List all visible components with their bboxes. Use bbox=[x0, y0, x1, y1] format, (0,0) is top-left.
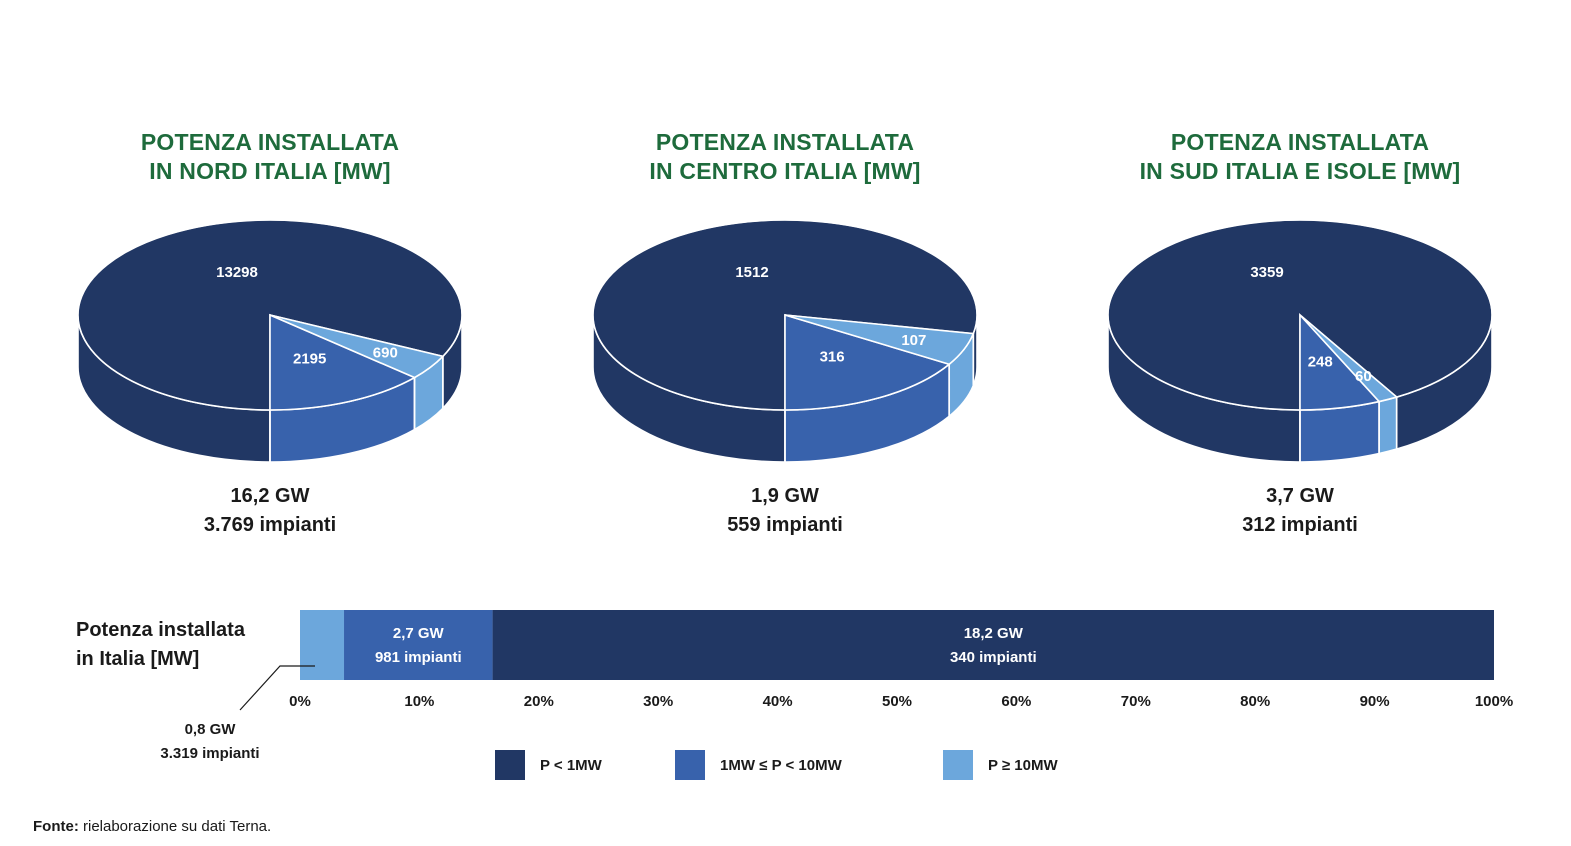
bar-segment-impianti-label: 981 impianti bbox=[375, 649, 462, 666]
legend-label: 1MW ≤ P < 10MW bbox=[720, 756, 842, 774]
pie-graphic: 13298 2195 690 bbox=[77, 219, 463, 463]
source-note: Fonte: rielaborazione su dati Terna. bbox=[33, 818, 271, 835]
x-tick-label: 60% bbox=[1001, 693, 1031, 710]
pie-total: 3,7 GW 312 impianti bbox=[1050, 482, 1550, 540]
bar-segment-medium-plants bbox=[344, 610, 493, 680]
x-tick-label: 70% bbox=[1121, 693, 1151, 710]
x-tick-label: 90% bbox=[1360, 693, 1390, 710]
pie-slice-label: 2195 bbox=[293, 350, 326, 367]
stacked-bar-chart: 2,7 GW 981 impianti 18,2 GW 340 impianti 0% 1… bbox=[239, 610, 1513, 711]
x-tick-label: 30% bbox=[643, 693, 673, 710]
pie-slice-label: 1512 bbox=[735, 264, 768, 281]
pie-rim bbox=[1107, 219, 1493, 411]
pie-title: POTENZA INSTALLATA IN NORD ITALIA [MW] bbox=[20, 128, 520, 186]
pie-total: 16,2 GW 3.769 impianti bbox=[20, 482, 520, 540]
pie-graphic: 3359 248 60 bbox=[1107, 219, 1493, 463]
bar-title-line-1: Potenza installata bbox=[76, 619, 245, 641]
bar-segment-small-plants bbox=[492, 610, 1494, 680]
pie-title-line-2: IN CENTRO ITALIA [MW] bbox=[649, 158, 921, 184]
legend-swatch bbox=[943, 750, 973, 780]
pie-slice-label: 3359 bbox=[1250, 264, 1283, 281]
bar-segment-large-plants bbox=[300, 610, 345, 680]
bar-segment-impianti-label: 340 impianti bbox=[950, 649, 1037, 666]
source-label: Fonte: bbox=[33, 818, 79, 835]
pie-total-impianti: 312 impianti bbox=[1242, 514, 1358, 536]
x-tick-label: 40% bbox=[763, 693, 793, 710]
pie-graphic: 1512 316 107 bbox=[592, 219, 978, 463]
small-segment-callout: 0,8 GW 3.319 impianti bbox=[120, 718, 300, 766]
pie-slice-label: 690 bbox=[373, 345, 398, 362]
pie-total-impianti: 559 impianti bbox=[727, 514, 843, 536]
bar-title-line-2: in Italia [MW] bbox=[76, 648, 200, 670]
pie-title-line-2: IN NORD ITALIA [MW] bbox=[149, 158, 391, 184]
pie-slice-label: 107 bbox=[901, 332, 926, 349]
pie-rim bbox=[592, 219, 978, 411]
legend-label: P ≥ 10MW bbox=[988, 756, 1058, 774]
pie-total-gw: 1,9 GW bbox=[751, 485, 819, 507]
pie-title: POTENZA INSTALLATA IN SUD ITALIA E ISOLE… bbox=[1050, 128, 1550, 186]
x-tick-label: 100% bbox=[1475, 693, 1513, 710]
callout-line bbox=[239, 665, 315, 711]
legend-item-large: P ≥ 10MW bbox=[943, 750, 1058, 780]
bar-segment-gw-label: 2,7 GW bbox=[393, 625, 445, 642]
pie-total-gw: 3,7 GW bbox=[1266, 485, 1334, 507]
pie-slice-label: 60 bbox=[1355, 368, 1372, 385]
legend-item-small: P < 1MW bbox=[495, 750, 602, 780]
pie-slice-label: 316 bbox=[820, 348, 845, 365]
x-tick-label: 0% bbox=[289, 693, 311, 710]
callout-impianti: 3.319 impianti bbox=[160, 745, 260, 762]
callout-gw: 0,8 GW bbox=[184, 721, 236, 738]
pie-title: POTENZA INSTALLATA IN CENTRO ITALIA [MW] bbox=[535, 128, 1035, 186]
bar-chart-title: Potenza installata in Italia [MW] bbox=[76, 616, 245, 674]
pie-side-slice-large-plants bbox=[1378, 396, 1398, 455]
pie-title-line-2: IN SUD ITALIA E ISOLE [MW] bbox=[1139, 158, 1461, 184]
legend-label: P < 1MW bbox=[540, 756, 602, 774]
x-tick-label: 20% bbox=[524, 693, 554, 710]
x-tick-label: 50% bbox=[882, 693, 912, 710]
pie-title-line-1: POTENZA INSTALLATA bbox=[655, 129, 915, 155]
legend-item-medium: 1MW ≤ P < 10MW bbox=[675, 750, 842, 780]
pie-total-impianti: 3.769 impianti bbox=[203, 514, 337, 536]
legend-swatch bbox=[495, 750, 525, 780]
pie-total-gw: 16,2 GW bbox=[230, 485, 310, 507]
pie-total: 1,9 GW 559 impianti bbox=[535, 482, 1035, 540]
source-text: rielaborazione su dati Terna. bbox=[78, 818, 272, 835]
x-tick-label: 80% bbox=[1240, 693, 1270, 710]
pie-slice-label: 13298 bbox=[216, 264, 258, 281]
bar-segment-gw-label: 18,2 GW bbox=[964, 625, 1024, 642]
x-tick-label: 10% bbox=[404, 693, 434, 710]
legend-swatch bbox=[675, 750, 705, 780]
pie-title-line-1: POTENZA INSTALLATA bbox=[1170, 129, 1430, 155]
pie-rim bbox=[77, 219, 463, 411]
pie-title-line-1: POTENZA INSTALLATA bbox=[140, 129, 400, 155]
pie-slice-label: 248 bbox=[1308, 353, 1333, 370]
